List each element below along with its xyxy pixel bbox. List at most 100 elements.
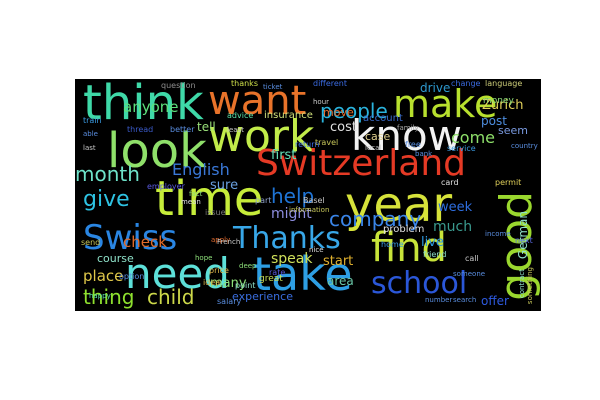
word-country: country — [511, 142, 538, 150]
word-experience: experience — [232, 290, 293, 303]
word-need: need — [125, 249, 230, 298]
word-start: start — [323, 254, 354, 269]
word-great: great — [259, 274, 283, 284]
word-thanks-small: thanks — [231, 79, 258, 88]
word-contract: contract — [518, 269, 526, 299]
word-place: place — [83, 267, 124, 285]
word-nice: nice — [309, 246, 324, 254]
word-seem: seem — [498, 124, 528, 137]
word-child: child — [147, 285, 195, 309]
word-rate: rate — [269, 268, 286, 277]
word-company: company — [329, 207, 422, 231]
word-sure: sure — [210, 178, 239, 193]
word-number: number — [425, 296, 453, 304]
word-friend: friend — [423, 250, 447, 259]
word-basel: Basel — [303, 196, 325, 205]
word-fact: fact — [189, 190, 203, 198]
word-idea: idea — [203, 278, 221, 287]
word-permit: permit — [495, 178, 522, 187]
word-travel: travel — [315, 138, 339, 147]
word-tell: tell — [197, 120, 216, 134]
word-least: least — [227, 126, 244, 134]
word-call: call — [465, 254, 479, 263]
word-help: help — [271, 184, 315, 208]
word-time: time — [155, 171, 264, 227]
word-live: live — [421, 235, 444, 250]
word-swiss: Swiss — [83, 218, 178, 258]
word-change: change — [451, 79, 481, 88]
word-people: people — [320, 99, 388, 123]
word-speak: speak — [271, 251, 313, 267]
word-train: train — [83, 116, 102, 125]
word-french: French — [217, 238, 241, 246]
word-move: move — [323, 106, 354, 119]
word-cloud: think want make work know look people Sw… — [75, 79, 541, 311]
word-issue: issue — [205, 208, 226, 217]
word-area: area — [327, 274, 354, 288]
word-mean: mean — [181, 198, 201, 206]
word-option: option — [119, 272, 145, 281]
word-take: take — [253, 247, 353, 301]
word-better: better — [170, 125, 195, 134]
word-different: different — [313, 79, 347, 88]
word-come: come — [451, 128, 496, 147]
word-advice: advice — [227, 111, 254, 120]
word-language: language — [485, 79, 523, 88]
word-offer: offer — [481, 294, 509, 308]
word-salary: salary — [217, 297, 242, 306]
word-next: next — [515, 236, 533, 245]
word-part: part — [255, 196, 272, 205]
word-card: card — [441, 178, 459, 187]
word-anyone: anyone — [123, 98, 179, 116]
word-money: money — [483, 96, 514, 106]
word-something: something — [526, 267, 534, 305]
word-point: point — [235, 281, 256, 290]
word-think: think — [83, 79, 204, 131]
word-find: find — [371, 225, 447, 271]
word-local: local — [365, 144, 382, 152]
word-family: family — [397, 124, 419, 132]
word-free: free — [405, 140, 421, 149]
word-month: month — [75, 162, 140, 186]
word-last: last — [83, 144, 96, 152]
word-send: send — [81, 238, 101, 247]
word-employer: employer — [147, 182, 185, 191]
word-price: price — [209, 266, 229, 275]
word-someone: someone — [453, 270, 486, 278]
word-bank: bank — [415, 150, 433, 158]
word-hope: hope — [195, 254, 213, 262]
word-course: course — [97, 252, 134, 265]
word-return: return — [295, 140, 320, 149]
word-income: income — [485, 230, 511, 238]
word-give: give — [83, 187, 130, 212]
word-drive: drive — [420, 81, 451, 95]
word-search: search — [453, 296, 477, 304]
word-case: case — [365, 130, 391, 143]
word-english: English — [172, 160, 230, 179]
word-thanks: Thanks — [233, 221, 341, 256]
word-check: check — [123, 233, 167, 251]
word-post: post — [481, 114, 507, 128]
word-switzerland: Switzerland — [256, 143, 466, 184]
word-first: first — [271, 148, 297, 163]
word-apply: apply — [211, 236, 231, 244]
word-deep: deep — [239, 262, 257, 270]
word-school: school — [371, 266, 468, 301]
word-cost: cost — [330, 120, 357, 135]
word-thread: thread — [127, 125, 154, 134]
word-work: work — [208, 111, 315, 162]
word-happy: happy — [89, 292, 111, 300]
word-hour: hour — [313, 98, 330, 106]
word-much: much — [433, 219, 473, 235]
word-know: know — [351, 111, 462, 160]
word-question: question — [161, 81, 196, 90]
word-make: make — [393, 82, 498, 126]
word-insurance: insurance — [264, 110, 313, 121]
word-service: service — [447, 144, 476, 153]
word-ticket: ticket — [263, 83, 283, 91]
word-look: look — [107, 123, 207, 179]
word-home: home — [381, 240, 404, 249]
word-account: account — [363, 113, 403, 124]
word-zurich: Zurich — [482, 98, 524, 113]
word-problem: problem — [383, 224, 425, 235]
